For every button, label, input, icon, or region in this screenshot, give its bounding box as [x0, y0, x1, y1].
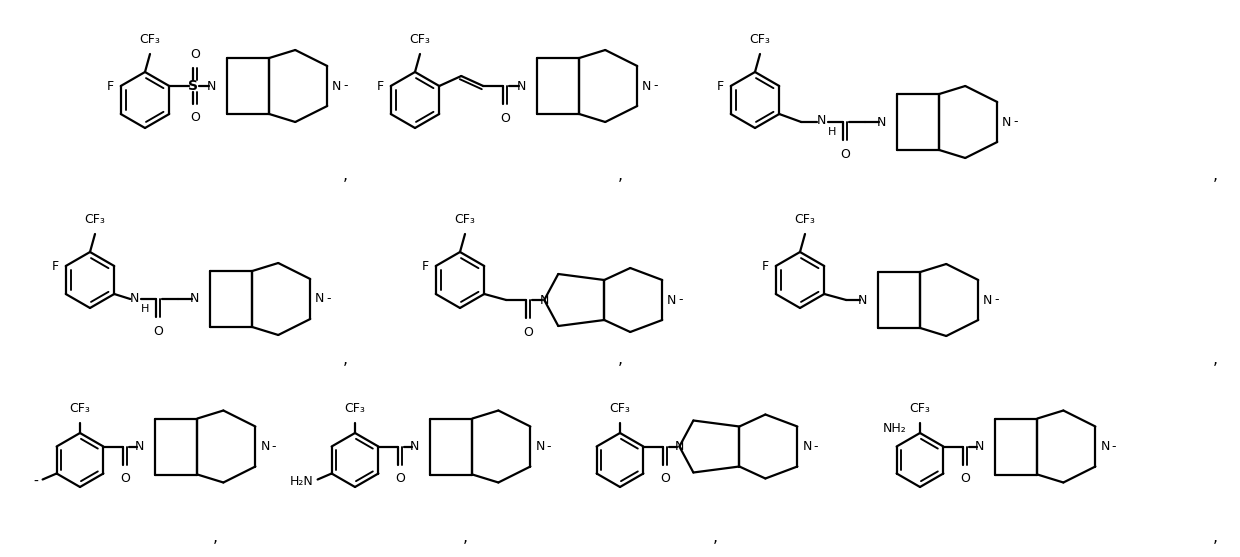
Text: NH₂: NH₂ — [883, 422, 906, 434]
Text: H: H — [141, 304, 150, 314]
Text: ’: ’ — [212, 540, 217, 555]
Text: ’: ’ — [463, 540, 467, 555]
Text: CF₃: CF₃ — [455, 213, 475, 226]
Text: H: H — [828, 127, 837, 137]
Text: O: O — [961, 472, 971, 486]
Text: O: O — [523, 326, 533, 339]
Text: F: F — [107, 80, 114, 92]
Text: H₂N: H₂N — [290, 475, 314, 488]
Text: O: O — [500, 112, 510, 125]
Text: ’: ’ — [713, 540, 718, 555]
Text: N: N — [207, 80, 216, 92]
Text: O: O — [190, 48, 200, 61]
Text: N: N — [409, 440, 419, 453]
Text: CF₃: CF₃ — [795, 213, 816, 226]
Text: N: N — [983, 294, 993, 306]
Text: N: N — [675, 440, 684, 453]
Text: -: - — [813, 440, 818, 453]
Text: CF₃: CF₃ — [749, 33, 770, 46]
Text: ’: ’ — [1213, 178, 1218, 193]
Text: N: N — [135, 440, 144, 453]
Text: N: N — [642, 80, 652, 92]
Text: N: N — [129, 291, 139, 305]
Text: ’: ’ — [342, 178, 347, 193]
Text: N: N — [817, 115, 826, 128]
Text: CF₃: CF₃ — [69, 402, 91, 415]
Text: O: O — [841, 148, 851, 161]
Text: ’: ’ — [1213, 363, 1218, 378]
Text: O: O — [190, 111, 200, 124]
Text: F: F — [422, 260, 429, 272]
Text: ’: ’ — [618, 363, 622, 378]
Text: CF₃: CF₃ — [910, 402, 930, 415]
Text: ’: ’ — [1213, 540, 1218, 555]
Text: F: F — [761, 260, 769, 272]
Text: CF₃: CF₃ — [140, 33, 160, 46]
Text: N: N — [539, 294, 549, 306]
Text: -: - — [1013, 115, 1018, 129]
Text: -: - — [1111, 440, 1116, 453]
Text: N: N — [332, 80, 342, 92]
Text: ’: ’ — [618, 178, 622, 193]
Text: N: N — [190, 292, 198, 305]
Text: CF₃: CF₃ — [345, 402, 366, 415]
Text: ’: ’ — [342, 363, 347, 378]
Text: F: F — [717, 80, 724, 92]
Text: N: N — [1100, 440, 1110, 453]
Text: F: F — [377, 80, 383, 92]
Text: O: O — [154, 325, 164, 338]
Text: O: O — [396, 472, 405, 486]
Text: N: N — [667, 294, 677, 306]
Text: -: - — [272, 440, 275, 453]
Text: CF₃: CF₃ — [610, 402, 630, 415]
Text: N: N — [517, 80, 526, 92]
Text: N: N — [975, 440, 985, 453]
Text: N: N — [536, 440, 544, 453]
Text: -: - — [547, 440, 551, 453]
Text: -: - — [326, 292, 331, 305]
Text: -: - — [653, 80, 657, 92]
Text: N: N — [260, 440, 270, 453]
Text: -: - — [678, 294, 683, 306]
Text: N: N — [858, 294, 867, 306]
Text: O: O — [120, 472, 130, 486]
Text: CF₃: CF₃ — [84, 213, 105, 226]
Text: -: - — [343, 80, 347, 92]
Text: CF₃: CF₃ — [409, 33, 430, 46]
Text: N: N — [1002, 115, 1012, 129]
Text: N: N — [315, 292, 325, 305]
Text: -: - — [994, 294, 998, 306]
Text: O: O — [661, 472, 671, 486]
Text: F: F — [52, 260, 58, 272]
Text: N: N — [877, 115, 885, 129]
Text: -: - — [33, 475, 38, 488]
Text: N: N — [802, 440, 812, 453]
Text: S: S — [188, 79, 198, 93]
